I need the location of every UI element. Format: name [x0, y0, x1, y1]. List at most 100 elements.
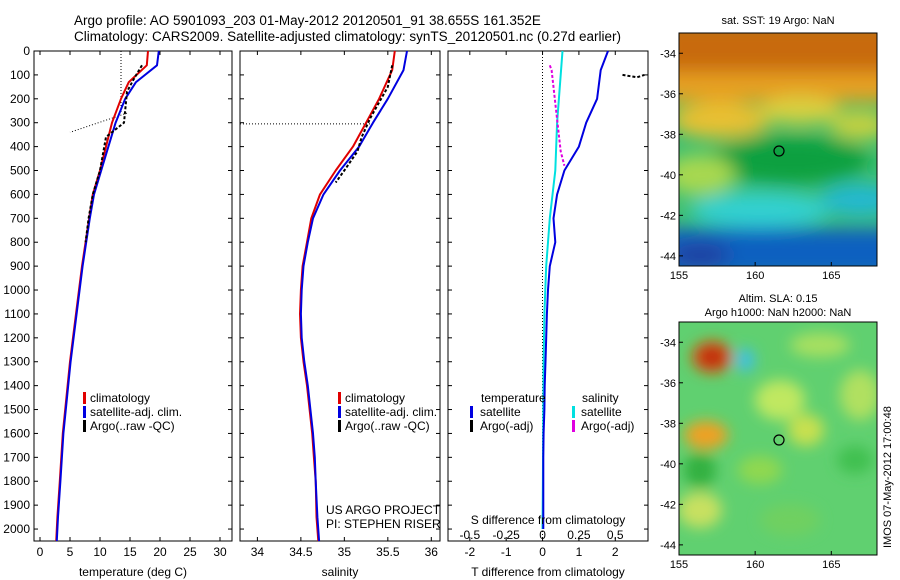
- sst-map-title: sat. SST: 19 Argo: NaN: [721, 15, 834, 27]
- map-x-tick-label: 155: [670, 270, 688, 282]
- map-y-tick-label: -34: [660, 337, 676, 349]
- sla-map-title: Altim. SLA: 0.15: [739, 293, 818, 305]
- top-tick-label: -0.25: [493, 528, 521, 542]
- difference-legend: temperature salinity satellite Argo(-adj…: [470, 391, 634, 433]
- map-x-tick-label: 160: [746, 270, 764, 282]
- map-y-tick-label: -38: [660, 418, 676, 430]
- x-tick-label: 5: [67, 545, 74, 559]
- x-tick-label: 15: [123, 545, 137, 559]
- map-y-tick-label: -42: [660, 499, 676, 511]
- series-t-satellite: [542, 50, 609, 529]
- header-line2: Climatology: CARS2009. Satellite-adjuste…: [74, 29, 621, 44]
- map-y-tick-label: -44: [660, 251, 676, 263]
- x-tick-label: 0: [37, 545, 44, 559]
- series-satellite: [299, 50, 408, 542]
- y-tick-label: 800: [10, 235, 30, 249]
- x-tick-label: 0: [539, 545, 546, 559]
- x-tick-label: 34.5: [289, 545, 313, 559]
- series-t-argo: [622, 73, 645, 79]
- legend-title-temperature: temperature: [481, 391, 546, 405]
- sst-map: sat. SST: 19 Argo: NaN 155 160 165 -34 -36 -3…: [660, 15, 878, 282]
- map-y-tick-label: -42: [660, 210, 676, 222]
- map-x-tick-label: 165: [822, 270, 840, 282]
- y-tick-label: 700: [10, 211, 30, 225]
- plot-frame: [239, 50, 441, 542]
- y-tick-label: 1800: [3, 474, 30, 488]
- legend-label-t-satellite: satellite: [480, 405, 521, 419]
- header-line1: Argo profile: AO 5901093_203 01-May-2012…: [74, 13, 541, 28]
- project-annotation-2: PI: STEPHEN RISER: [326, 517, 441, 531]
- legend-swatch-t-argo: [470, 420, 473, 432]
- series-s-argo: [548, 64, 566, 166]
- legend-label-s-argo: Argo(-adj): [581, 419, 634, 433]
- legend-label-climatology: climatology: [90, 391, 150, 405]
- map-y-tick-label: -40: [660, 459, 676, 471]
- legend-title-salinity: salinity: [582, 391, 619, 405]
- y-tick-label: 1000: [3, 283, 30, 297]
- x-tick-label: 20: [153, 545, 167, 559]
- x-tick-label: -1: [501, 545, 512, 559]
- argo-location-marker: [773, 145, 785, 157]
- reference-dotted-line: [69, 112, 128, 133]
- series-s-satellite: [541, 50, 564, 530]
- x-tick-label: 10: [93, 545, 107, 559]
- difference-top-label: S difference from climatology: [471, 513, 626, 527]
- x-tick-label: 35: [338, 545, 352, 559]
- y-tick-label: 1600: [3, 426, 30, 440]
- y-tick-label: 200: [10, 92, 30, 106]
- y-tick-label: 600: [10, 187, 30, 201]
- x-tick-label: 30: [213, 545, 227, 559]
- legend-swatch-argo: [83, 420, 86, 432]
- top-tick-label: 0: [539, 528, 546, 542]
- legend-label-t-argo: Argo(-adj): [480, 419, 533, 433]
- y-tick-label: 500: [10, 164, 30, 178]
- x-tick-label: 35.5: [376, 545, 400, 559]
- map-x-tick-label: 155: [670, 559, 688, 571]
- legend-label-argo: Argo(..raw -QC): [90, 419, 175, 433]
- legend-label-climatology: climatology: [345, 391, 405, 405]
- top-tick-label: 0.25: [567, 528, 591, 542]
- temperature-legend: climatology satellite-adj. clim. Argo(..…: [83, 391, 182, 433]
- y-tick-label: 100: [10, 68, 30, 82]
- legend-swatch-argo: [338, 420, 341, 432]
- y-tick-label: 1200: [3, 331, 30, 345]
- map-x-tick-label: 165: [822, 559, 840, 571]
- y-tick-label: 1700: [3, 450, 30, 464]
- legend-swatch-climatology: [83, 392, 86, 404]
- legend-swatch-climatology: [338, 392, 341, 404]
- legend-label-s-satellite: satellite: [581, 405, 622, 419]
- legend-swatch-satellite: [83, 406, 86, 418]
- x-tick-label: 1: [576, 545, 583, 559]
- y-tick-label: 0: [23, 44, 30, 58]
- y-tick-label: 1500: [3, 403, 30, 417]
- sla-map-subtitle: Argo h1000: NaN h2000: NaN: [705, 307, 852, 319]
- series-argo: [334, 65, 394, 184]
- legend-swatch-s-satellite: [572, 406, 575, 418]
- imos-timestamp: IMOS 07-May-2012 17:00:48: [882, 406, 894, 548]
- x-tick-label: 34: [251, 545, 265, 559]
- map-y-tick-label: -36: [660, 89, 676, 101]
- y-tick-label: 1400: [3, 379, 30, 393]
- y-tick-label: 400: [10, 140, 30, 154]
- map-y-tick-label: -44: [660, 540, 676, 552]
- temperature-panel: 0 5 10 15 20 25 300100200300400500600700800900…: [3, 44, 233, 559]
- legend-swatch-s-argo: [572, 420, 575, 432]
- salinity-panel: 34 34.5 35 35.5 36: [239, 50, 441, 559]
- legend-label-satellite: satellite-adj. clim.: [90, 405, 182, 419]
- y-tick-label: 1100: [4, 307, 30, 321]
- x-tick-label: 2: [612, 545, 619, 559]
- series-argo: [84, 64, 143, 243]
- project-annotation-1: US ARGO PROJECT: [326, 503, 441, 517]
- difference-panel: -2 -1 0 1 2 -0.5 -0.25 0 0.25 0.5: [447, 50, 649, 559]
- y-tick-label: 1900: [3, 498, 30, 512]
- series-climatology: [55, 50, 149, 542]
- top-tick-label: 0.5: [607, 528, 624, 542]
- map-x-tick-label: 160: [746, 559, 764, 571]
- x-tick-label: 36: [425, 545, 439, 559]
- y-tick-label: 900: [10, 259, 30, 273]
- plot-frame: [447, 50, 649, 542]
- map-y-tick-label: -40: [660, 170, 676, 182]
- argo-location-marker: [773, 434, 785, 446]
- sla-map: Altim. SLA: 0.15 Argo h1000: NaN h2000: …: [660, 293, 878, 571]
- map-y-tick-label: -36: [660, 378, 676, 390]
